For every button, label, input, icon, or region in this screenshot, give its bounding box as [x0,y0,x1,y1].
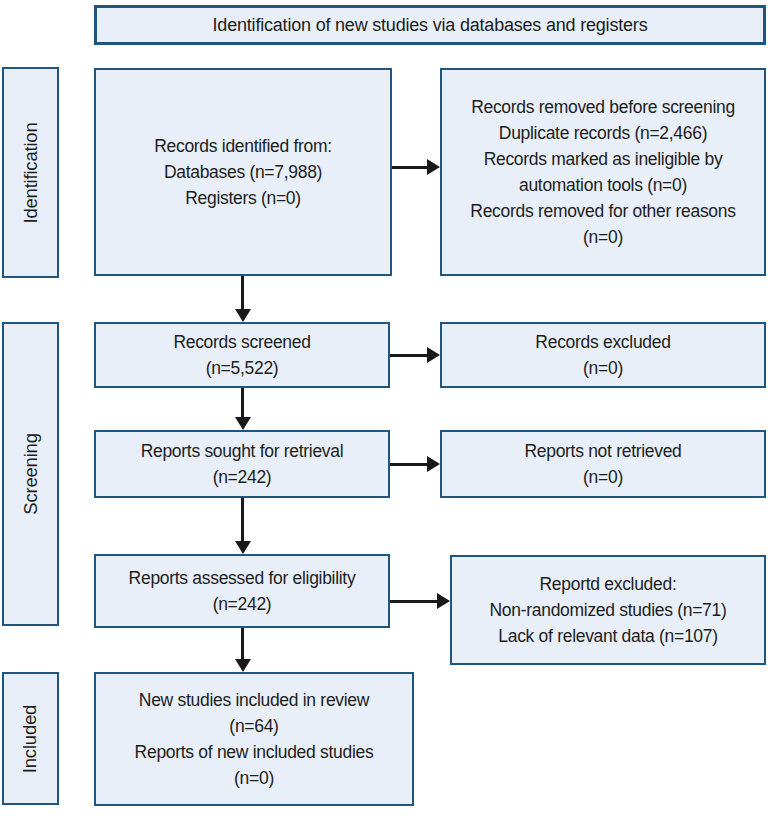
box-text-line: (n=5,522) [206,355,279,381]
box-text-line: (n=0) [234,765,274,791]
stage-label-screening-text: Screening [20,433,42,515]
arrow-screened-to-excluded-line [390,354,428,357]
arrow-assessed-to-excluded-line [390,600,438,603]
arrow-identified-to-removed-line [392,166,428,169]
box-text-line: New studies included in review [139,687,369,713]
arrow-assessed-to-included-head-icon [235,659,251,672]
box-text-line: Records removed for other reasons [470,198,735,224]
arrow-sought-to-not-retrieved-line [390,463,428,466]
box-text-line: (n=242) [213,591,272,617]
box-text-line: (n=0) [583,355,623,381]
box-text-line: Non-randomized studies (n=71) [490,597,727,623]
box-text-line: (n=242) [213,464,272,490]
arrow-identified-to-screened-head-icon [235,309,251,322]
box-text-line: Lack of relevant data (n=107) [498,623,717,649]
box-reports-not-retrieved: Reports not retrieved(n=0) [440,430,766,498]
box-records-identified: Records identified from:Databases (n=7,9… [94,68,392,276]
box-text-line: (n=0) [583,464,623,490]
box-new-studies-included: New studies included in review(n=64)Repo… [94,672,414,806]
arrow-screened-to-sought-line [241,388,244,419]
stage-label-identification: Identification [2,67,59,278]
box-text-line: automation tools (n=0) [519,172,687,198]
box-text-line: Reportd excluded: [540,571,677,597]
stage-label-identification-text: Identification [20,122,42,223]
arrow-screened-to-excluded-head-icon [427,347,440,363]
box-text-line: Records identified from: [154,133,332,159]
box-text-line: (n=64) [229,713,278,739]
box-records-excluded: Records excluded(n=0) [440,322,766,388]
arrow-sought-to-assessed-head-icon [235,541,251,554]
box-text-line: Records screened [173,329,310,355]
arrow-assessed-to-included-line [241,628,244,661]
stage-label-included: Included [2,672,59,805]
box-text-line: Records excluded [535,329,670,355]
diagram-title: Identification of new studies via databa… [94,5,766,45]
box-text-line: Registers (n=0) [185,185,301,211]
arrow-assessed-to-excluded-head-icon [437,593,450,609]
arrow-identified-to-removed-head-icon [427,159,440,175]
box-records-screened: Records screened(n=5,522) [94,322,390,388]
arrow-sought-to-assessed-line [241,498,244,543]
box-text-line: (n=0) [583,224,623,250]
arrow-screened-to-sought-head-icon [235,417,251,430]
stage-label-included-text: Included [20,704,42,772]
arrow-identified-to-screened-line [241,276,244,312]
box-text-line: Reports of new included studies [135,739,374,765]
stage-label-screening: Screening [2,322,59,626]
diagram-title-text: Identification of new studies via databa… [213,15,648,36]
arrow-sought-to-not-retrieved-head-icon [427,456,440,472]
box-text-line: Reports assessed for eligibility [129,565,356,591]
box-text-line: Reports not retrieved [524,438,681,464]
box-records-removed: Records removed before screeningDuplicat… [440,68,766,276]
box-reports-sought: Reports sought for retrieval(n=242) [94,430,390,498]
box-reports-excluded: Reportd excluded:Non-randomized studies … [450,555,766,665]
prisma-flow-diagram: Identification of new studies via databa… [0,0,768,818]
box-text-line: Records removed before screening [471,94,735,120]
box-text-line: Reports sought for retrieval [141,438,344,464]
box-text-line: Databases (n=7,988) [164,159,322,185]
box-text-line: Duplicate records (n=2,466) [499,120,707,146]
box-reports-assessed: Reports assessed for eligibility(n=242) [94,554,390,628]
box-text-line: Records marked as ineligible by [484,146,723,172]
